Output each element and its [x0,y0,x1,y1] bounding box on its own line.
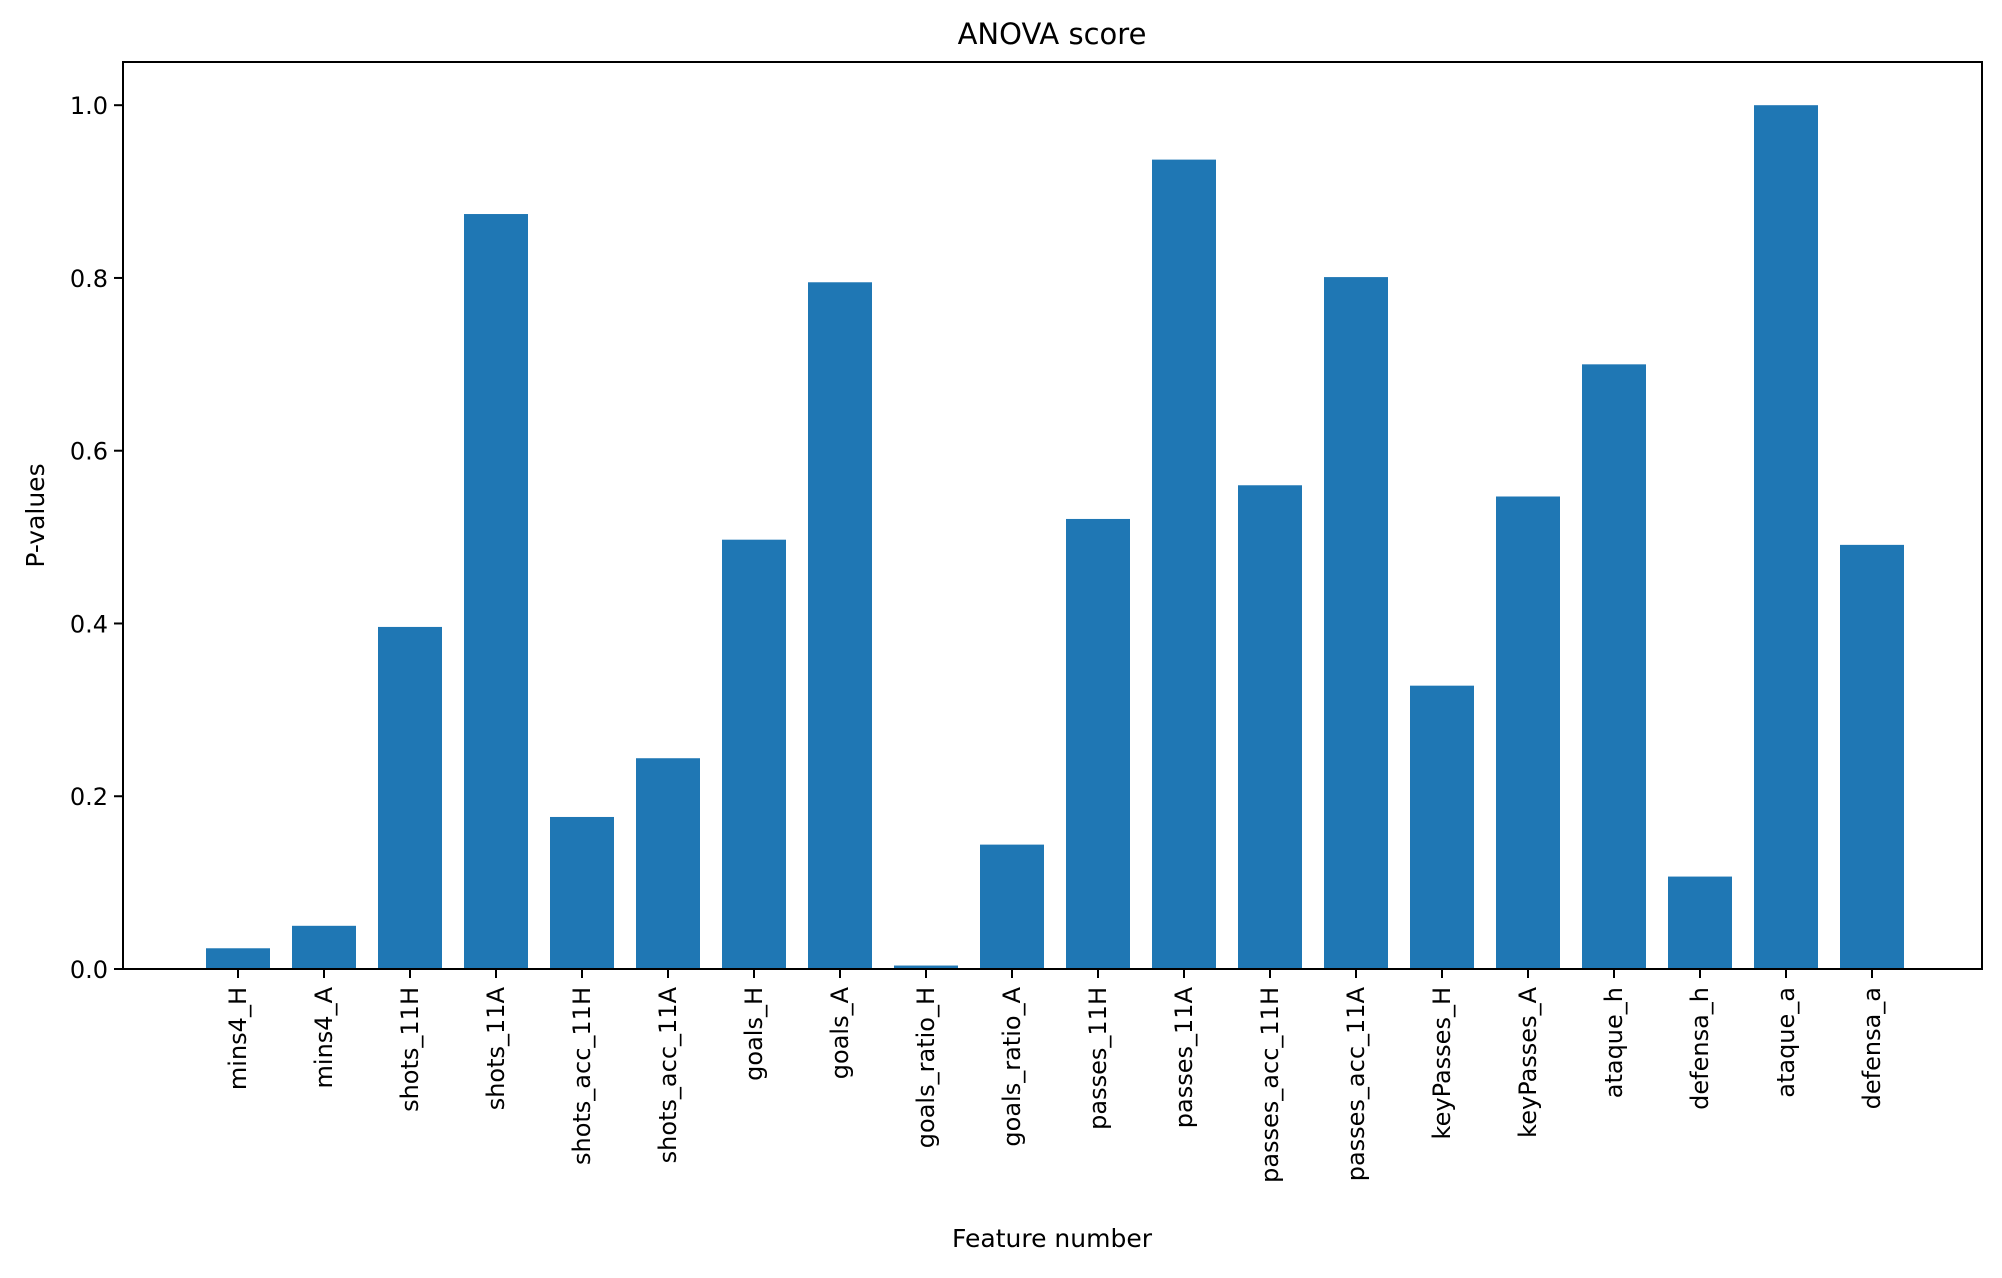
bar-goals_ratio_H [894,965,958,969]
x-tick-label: goals_ratio_A [998,986,1026,1146]
bar-passes_11H [1066,518,1130,969]
y-tick-label: 0.2 [70,783,108,811]
x-tick-label: ataque_h [1600,987,1628,1098]
x-tick-label: mins4_H [224,987,252,1090]
x-tick-label: keyPasses_H [1428,987,1456,1139]
x-tick-label: shots_11A [482,986,510,1110]
y-tick-label: 0.8 [70,265,108,293]
bar-passes_acc_11H [1238,485,1302,969]
x-tick-label: keyPasses_A [1514,986,1542,1137]
y-axis-label: P-values [21,463,50,567]
bar-keyPasses_H [1410,685,1474,969]
bar-mins4_A [292,925,356,969]
bar-passes_11A [1152,159,1216,969]
x-tick-label: shots_acc_11A [654,986,682,1163]
chart-title: ANOVA score [958,17,1147,51]
x-tick-label: shots_acc_11H [568,987,596,1165]
x-tick-label: passes_acc_11H [1256,987,1284,1183]
bar-goals_H [722,539,786,969]
x-axis-ticks: mins4_H mins4_A shots_11H shots_11A shots_ac… [224,969,1886,1183]
x-tick-label: passes_11H [1084,987,1112,1130]
x-tick-label: goals_H [740,987,768,1081]
x-axis-label: Feature number [952,1224,1153,1253]
y-tick-label: 0.0 [70,956,108,984]
x-tick-label: passes_11A [1170,986,1198,1128]
bar-shots_11A [464,214,528,970]
bar-keyPasses_A [1496,496,1560,969]
y-tick-label: 1.0 [70,92,108,120]
bar-defensa_a [1840,544,1904,969]
bar-shots_acc_11A [636,758,700,969]
x-tick-label: defensa_a [1858,987,1886,1109]
bar-passes_acc_11A [1324,277,1388,969]
x-tick-label: goals_ratio_H [912,987,940,1148]
x-tick-label: defensa_h [1686,987,1714,1110]
bar-goals_ratio_A [980,844,1044,969]
y-tick-label: 0.4 [70,610,108,638]
bar-ataque_a [1754,105,1818,969]
bar-mins4_H [206,948,270,969]
plot-area-frame [122,61,1983,970]
y-axis-ticks: 0.0 0.2 0.4 0.6 0.8 1.0 [70,92,123,984]
x-tick-label: shots_11H [396,987,424,1112]
bar-goals_A [808,282,872,969]
bars-group [206,105,1904,970]
x-tick-label: mins4_A [310,986,338,1088]
x-tick-label: passes_acc_11A [1342,986,1370,1181]
bar-ataque_h [1582,364,1646,969]
x-tick-label: ataque_a [1772,987,1800,1098]
bar-shots_11H [378,626,442,969]
bar-shots_acc_11H [550,816,614,969]
y-tick-label: 0.6 [70,438,108,466]
bar-defensa_h [1668,876,1732,969]
x-tick-label: goals_A [826,986,854,1079]
